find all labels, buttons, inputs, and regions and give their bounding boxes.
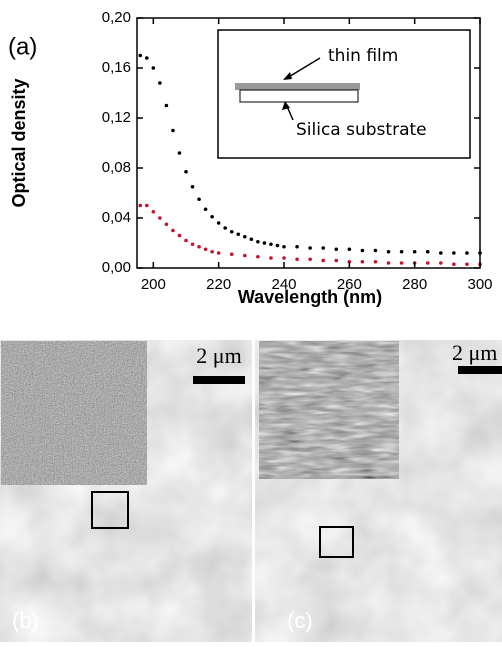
data-point <box>223 226 227 230</box>
data-point <box>197 197 201 201</box>
y-tick-label: 0,12 <box>102 109 131 126</box>
data-point <box>439 261 443 265</box>
data-point <box>210 215 214 219</box>
data-point <box>374 260 378 264</box>
micrograph-c: 2 μm (c) <box>255 340 502 642</box>
data-point <box>276 244 280 248</box>
inset <box>1 341 147 485</box>
data-point <box>204 207 208 211</box>
data-point <box>308 246 312 250</box>
data-point <box>361 249 365 253</box>
y-tick-label: 0,20 <box>102 9 131 26</box>
data-point <box>452 251 456 255</box>
data-point <box>191 242 195 246</box>
data-point <box>230 252 234 256</box>
data-point <box>178 151 182 155</box>
data-point <box>269 256 273 260</box>
data-point <box>321 246 325 250</box>
data-point <box>413 250 417 254</box>
data-point <box>400 250 404 254</box>
data-point <box>282 256 286 260</box>
data-point <box>165 222 169 226</box>
x-tick-label: 240 <box>271 276 296 293</box>
data-point <box>236 232 240 236</box>
panel-label: (b) <box>12 608 39 633</box>
data-point <box>334 247 338 251</box>
data-point <box>465 262 469 266</box>
data-point <box>361 260 365 264</box>
data-point <box>165 104 169 108</box>
data-point <box>282 245 286 249</box>
data-point <box>243 235 247 239</box>
data-point <box>295 245 299 249</box>
scale-label: 2 μm <box>196 343 241 368</box>
inset <box>259 341 399 479</box>
data-point <box>452 262 456 266</box>
data-point <box>465 251 469 255</box>
x-tick-label: 280 <box>402 276 427 293</box>
data-point <box>387 250 391 254</box>
data-point <box>178 234 182 238</box>
scale-bar <box>458 366 502 374</box>
data-point <box>158 216 162 220</box>
y-tick-label: 0,16 <box>102 59 131 76</box>
data-point <box>217 251 221 255</box>
data-point <box>152 210 156 214</box>
data-point <box>256 255 260 259</box>
data-point <box>348 247 352 251</box>
data-point <box>152 66 156 70</box>
data-point <box>295 257 299 261</box>
data-point <box>197 245 201 249</box>
y-tick-label: 0,08 <box>102 159 131 176</box>
x-tick-label: 220 <box>206 276 231 293</box>
data-point <box>321 259 325 263</box>
data-point <box>308 257 312 261</box>
data-point <box>230 230 234 234</box>
data-point <box>158 81 162 85</box>
data-point <box>145 56 149 60</box>
scale-label: 2 μm <box>452 340 497 365</box>
figure: (a)Optical densityWavelength (nm)thin fi… <box>0 0 502 642</box>
data-point <box>171 229 175 233</box>
y-tick-label: 0,00 <box>102 259 131 276</box>
micrograph-b: 2 μm (b) <box>0 340 252 642</box>
panel-label: (a) <box>8 33 37 60</box>
data-point <box>184 170 188 174</box>
y-tick-label: 0,04 <box>102 209 131 226</box>
substrate-label: Silica substrate <box>296 120 427 140</box>
data-point <box>204 247 208 251</box>
data-point <box>426 250 430 254</box>
data-point <box>210 250 214 254</box>
data-point <box>138 204 142 208</box>
x-tick-label: 200 <box>141 276 166 293</box>
data-point <box>138 54 142 58</box>
data-point <box>334 259 338 263</box>
data-point <box>256 240 260 244</box>
film <box>235 83 360 90</box>
data-point <box>250 237 254 241</box>
data-point <box>184 239 188 243</box>
y-axis-label: Optical density <box>9 78 29 207</box>
data-point <box>145 204 149 208</box>
data-point <box>439 251 443 255</box>
data-point <box>269 242 273 246</box>
film-label: thin film <box>328 46 398 66</box>
data-point <box>263 241 267 245</box>
data-point <box>171 129 175 133</box>
scale-bar <box>193 376 245 384</box>
data-point <box>191 185 195 189</box>
data-point <box>374 249 378 253</box>
data-point <box>387 261 391 265</box>
substrate <box>240 90 358 102</box>
data-point <box>217 221 221 225</box>
panel-label: (c) <box>287 608 313 633</box>
x-tick-label: 300 <box>467 276 492 293</box>
data-point <box>243 254 247 258</box>
data-point <box>400 261 404 265</box>
data-point <box>426 261 430 265</box>
x-tick-label: 260 <box>337 276 362 293</box>
